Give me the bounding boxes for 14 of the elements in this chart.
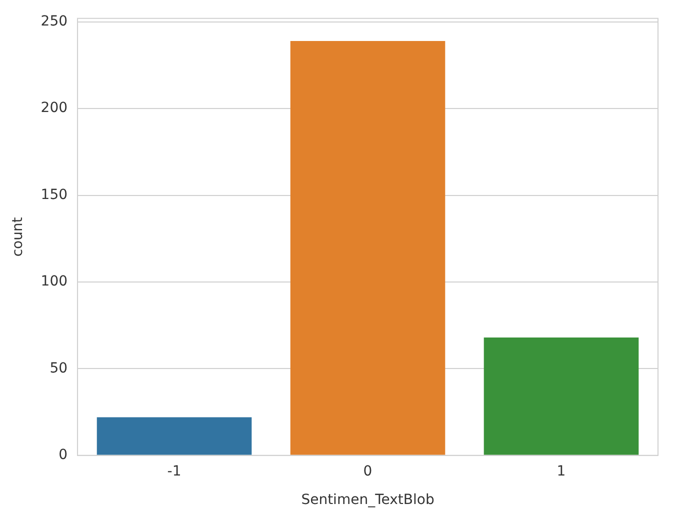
x-axis-title: Sentimen_TextBlob <box>301 492 434 508</box>
y-tick-label: 150 <box>40 186 68 203</box>
x-tick-label: -1 <box>167 463 182 480</box>
y-axis-title: count <box>10 216 26 257</box>
y-tick-label: 50 <box>50 360 68 376</box>
y-tick-label: 100 <box>40 274 68 290</box>
y-tick-label: 0 <box>58 447 68 464</box>
bar <box>290 40 446 455</box>
y-tick-label: 250 <box>40 14 68 30</box>
y-tick-label: 200 <box>40 100 68 116</box>
bar <box>484 337 639 455</box>
bar <box>96 417 252 455</box>
x-tick-label: 0 <box>363 463 372 480</box>
x-tick-label: 1 <box>556 463 566 480</box>
